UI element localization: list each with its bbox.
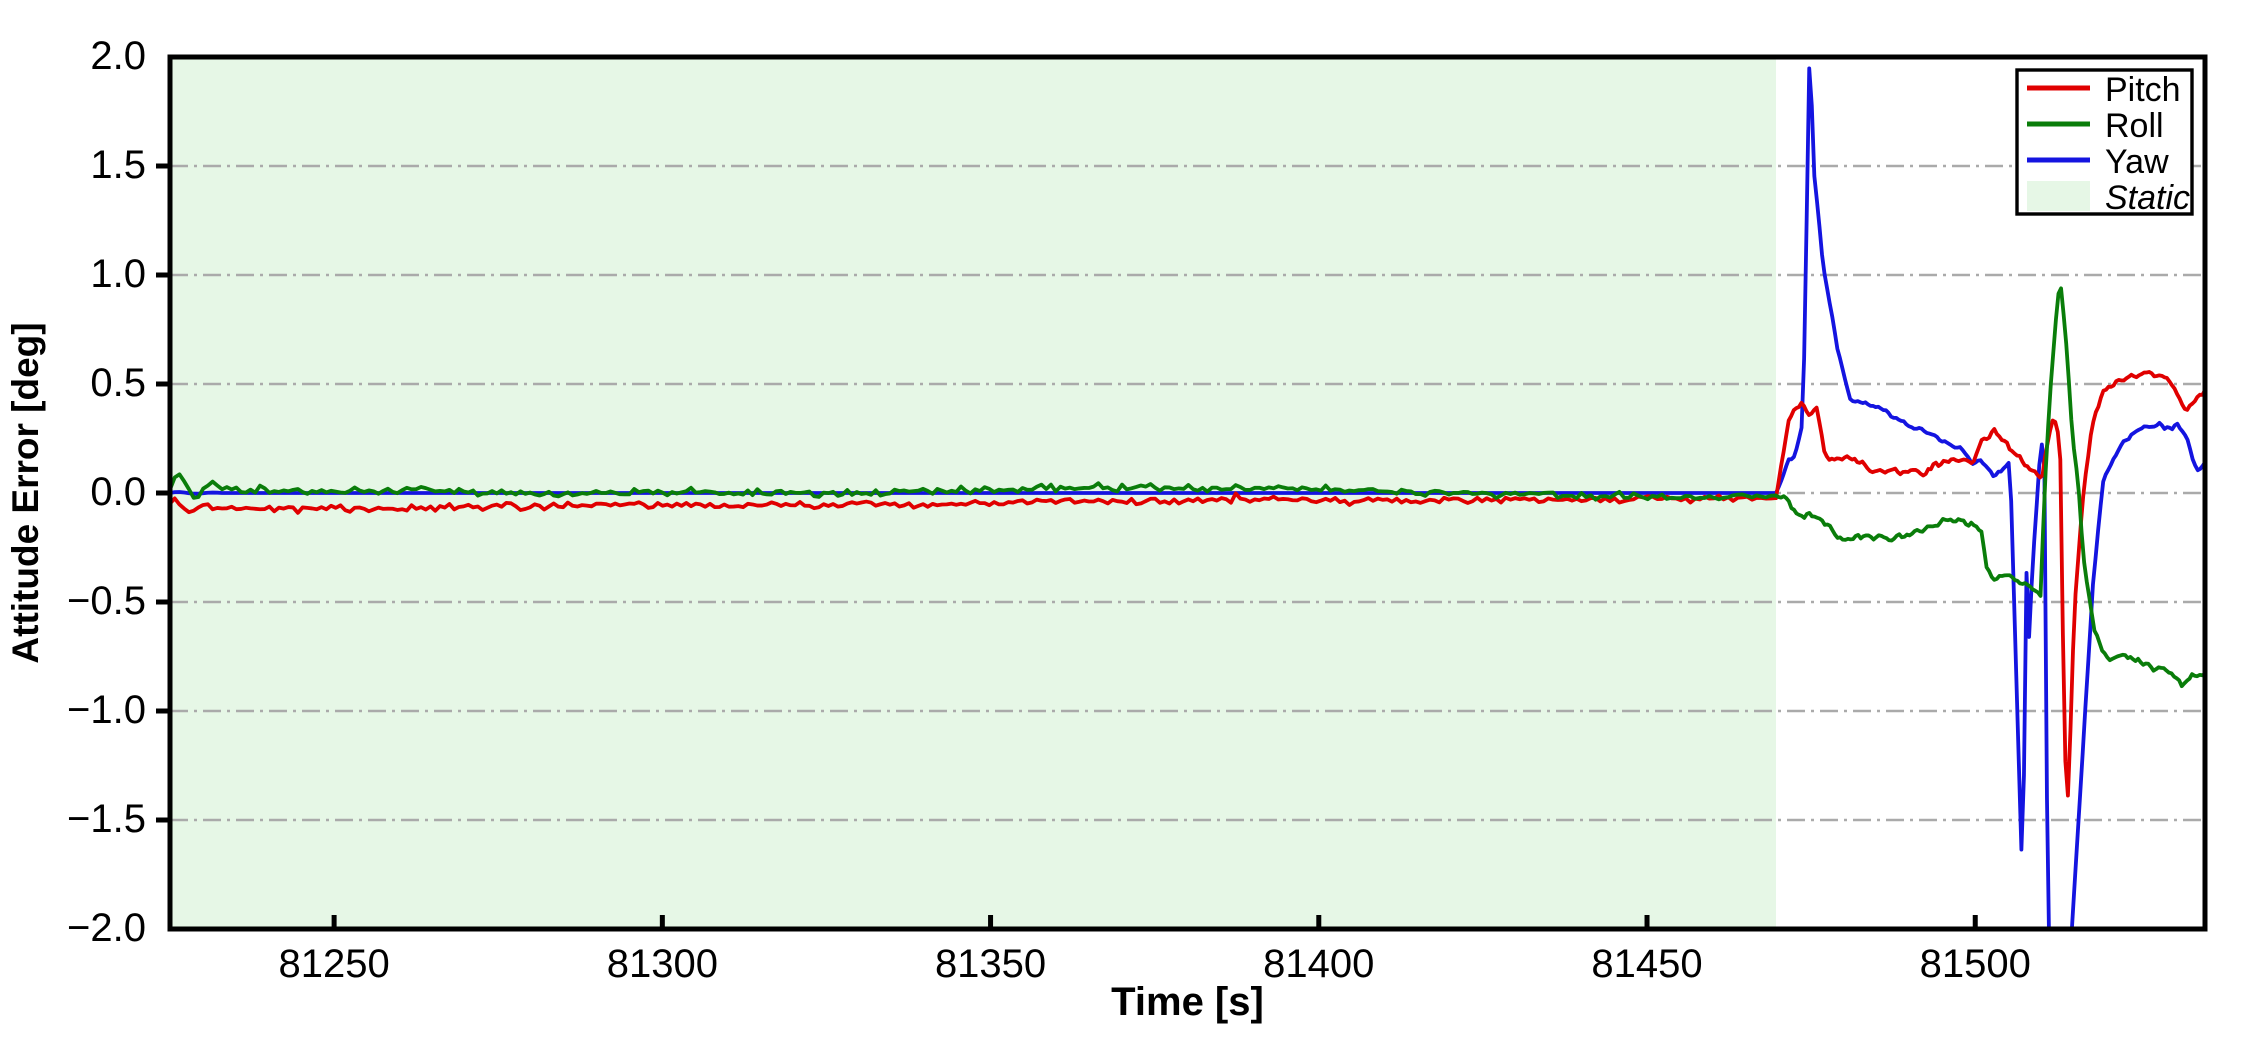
svg-text:0.0: 0.0 — [90, 470, 146, 514]
svg-text:1.0: 1.0 — [90, 252, 146, 296]
svg-text:81350: 81350 — [935, 942, 1046, 986]
svg-text:−1.5: −1.5 — [67, 797, 146, 841]
svg-text:Time [s]: Time [s] — [1111, 980, 1264, 1024]
svg-text:81300: 81300 — [607, 942, 718, 986]
svg-text:Roll: Roll — [2105, 107, 2164, 145]
svg-text:−1.0: −1.0 — [67, 688, 146, 732]
svg-text:2.0: 2.0 — [90, 34, 146, 78]
svg-text:81250: 81250 — [278, 942, 389, 986]
svg-text:Attitude Error [deg]: Attitude Error [deg] — [5, 322, 46, 663]
svg-text:81400: 81400 — [1263, 942, 1374, 986]
svg-text:Pitch: Pitch — [2105, 71, 2181, 109]
svg-text:0.5: 0.5 — [90, 361, 146, 405]
svg-text:81500: 81500 — [1920, 942, 2031, 986]
svg-text:−0.5: −0.5 — [67, 579, 146, 623]
svg-text:1.5: 1.5 — [90, 143, 146, 187]
svg-text:Static: Static — [2105, 179, 2190, 217]
svg-text:81450: 81450 — [1591, 942, 1702, 986]
svg-text:−2.0: −2.0 — [67, 906, 146, 950]
svg-text:Yaw: Yaw — [2105, 143, 2169, 181]
